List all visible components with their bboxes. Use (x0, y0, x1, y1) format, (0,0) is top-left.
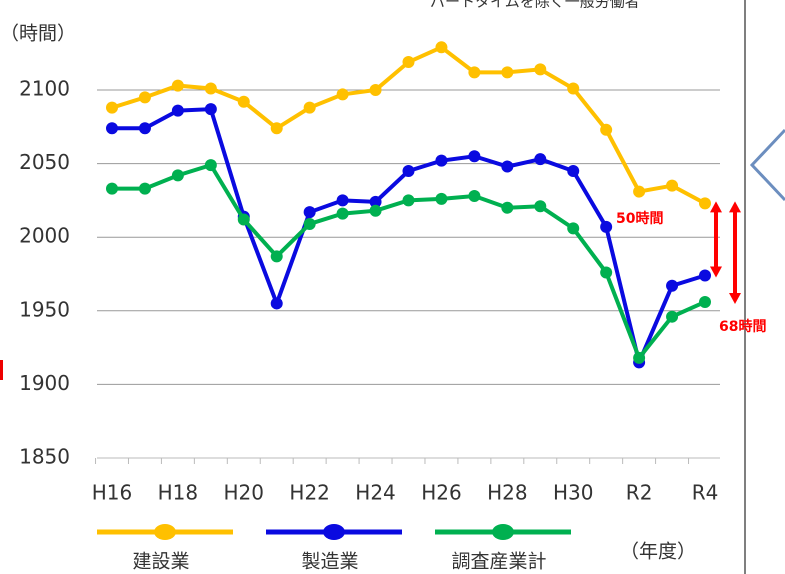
point (369, 84, 382, 96)
point (600, 266, 613, 279)
x-tick-label: R2 (626, 481, 653, 505)
point (402, 56, 415, 69)
legend-marker (323, 524, 345, 540)
difference-arrow-head (710, 201, 722, 213)
y-tick-label: 2000 (19, 224, 70, 248)
point (666, 310, 679, 323)
point (567, 222, 580, 235)
x-axis-label: （年度） (620, 541, 696, 563)
x-tick-label: H26 (421, 481, 462, 505)
series-line (111, 45, 706, 206)
point (435, 192, 448, 205)
point (501, 160, 514, 173)
point (501, 66, 514, 79)
y-tick-label: 1850 (19, 445, 70, 469)
point (468, 150, 481, 163)
point (402, 164, 415, 177)
chevron (749, 128, 785, 202)
point (369, 204, 382, 217)
point (633, 185, 646, 198)
annotation: 50時間 (616, 210, 663, 227)
point (171, 169, 184, 182)
point (666, 279, 679, 292)
x-tick-label: H24 (355, 481, 396, 505)
point (336, 207, 349, 220)
point (138, 91, 151, 104)
point (303, 217, 316, 230)
point (534, 153, 547, 166)
point (106, 101, 118, 114)
y-tick-label: 2100 (19, 77, 70, 101)
subtitle: パートタイムを除く一般労働者 (430, 0, 640, 11)
point (237, 95, 250, 108)
x-tick-label: H30 (553, 481, 594, 505)
point (171, 104, 184, 117)
point (106, 182, 118, 195)
edge-mark (0, 360, 3, 380)
point (468, 66, 481, 79)
y-tick-label: 1950 (19, 297, 70, 321)
point (567, 164, 580, 177)
difference-arrow-head (710, 266, 722, 278)
point (270, 122, 283, 135)
point (204, 82, 217, 95)
legend-label: 調査産業計 (451, 551, 546, 573)
point (435, 41, 448, 54)
point (336, 88, 349, 101)
x-tick-label: R4 (692, 481, 719, 505)
point (435, 154, 448, 167)
point (204, 103, 217, 116)
point (534, 200, 547, 213)
y-tick-label: 2050 (19, 150, 70, 174)
point (237, 213, 250, 226)
point (138, 182, 151, 195)
point (501, 201, 514, 214)
point (699, 269, 711, 282)
difference-arrow-head (729, 292, 741, 304)
annotation: 68時間 (719, 318, 766, 335)
point (303, 206, 316, 219)
point (270, 250, 283, 263)
point (402, 194, 415, 207)
legend-marker (492, 524, 514, 540)
point (468, 189, 481, 202)
difference-arrow-head (729, 201, 741, 213)
point (303, 101, 316, 114)
point (204, 159, 217, 172)
point (666, 179, 679, 192)
y-tick-label: 1900 (19, 371, 70, 395)
point (600, 123, 613, 136)
point (699, 295, 711, 308)
x-tick-label: H22 (289, 481, 330, 505)
point (534, 63, 547, 76)
point (699, 197, 711, 210)
point (633, 351, 646, 364)
x-tick-label: H28 (487, 481, 528, 505)
legend-label: 建設業 (132, 551, 189, 573)
legend-label: 製造業 (301, 551, 358, 573)
point (171, 79, 184, 92)
point (336, 194, 349, 207)
x-tick-label: H20 (224, 481, 265, 505)
point (106, 122, 118, 135)
point (270, 297, 283, 310)
point (369, 195, 382, 208)
point (567, 82, 580, 95)
x-tick-label: H16 (92, 481, 133, 505)
legend-marker (154, 524, 176, 540)
x-tick-label: H18 (158, 481, 199, 505)
point (600, 220, 613, 233)
point (138, 122, 151, 135)
y-axis-label: （時間） (0, 23, 76, 45)
